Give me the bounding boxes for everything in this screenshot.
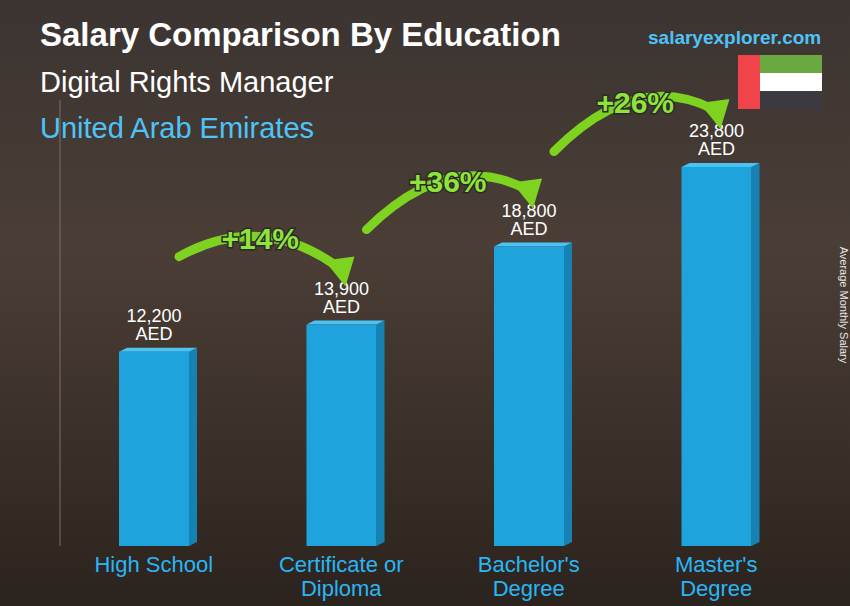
svg-text:+14%: +14% — [221, 222, 299, 255]
svg-text:salaryexplorer.com: salaryexplorer.com — [648, 27, 821, 48]
svg-text:Certificate or: Certificate or — [279, 552, 404, 577]
svg-text:18,800AED: 18,800AED — [501, 201, 556, 239]
svg-text:United Arab Emirates: United Arab Emirates — [40, 112, 314, 144]
svg-text:+26%: +26% — [596, 86, 674, 119]
svg-text:+36%: +36% — [409, 165, 487, 198]
svg-text:Diploma: Diploma — [301, 576, 382, 601]
svg-text:12,200AED: 12,200AED — [126, 306, 181, 344]
svg-text:Salary Comparison By Education: Salary Comparison By Education — [40, 16, 561, 53]
svg-text:Master's: Master's — [675, 552, 757, 577]
svg-text:Digital Rights Manager: Digital Rights Manager — [40, 66, 334, 98]
svg-text:Degree: Degree — [680, 576, 752, 601]
svg-text:High School: High School — [94, 552, 213, 577]
svg-text:23,800AED: 23,800AED — [689, 121, 744, 159]
svg-text:Degree: Degree — [493, 576, 565, 601]
svg-text:Average Monthly Salary: Average Monthly Salary — [838, 247, 842, 364]
svg-text:Bachelor's: Bachelor's — [478, 552, 580, 577]
svg-text:13,900AED: 13,900AED — [314, 279, 369, 317]
